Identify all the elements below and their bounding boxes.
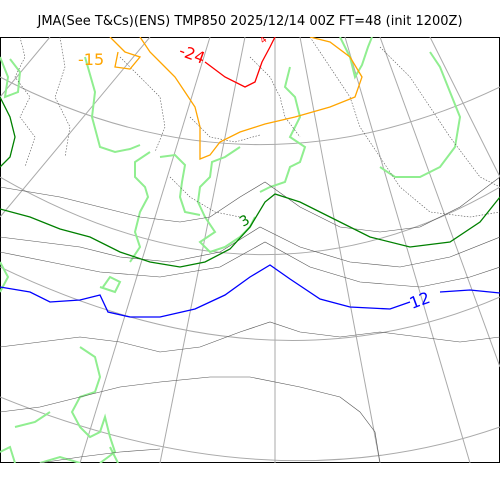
isotherms-thin [0, 176, 500, 463]
isotherm [249, 56, 301, 138]
parallel [0, 396, 500, 462]
temperature-map: 12 -15 -24 3 4 [0, 37, 500, 463]
coastline [70, 346, 117, 463]
parallel [0, 266, 500, 341]
coastline [259, 66, 307, 193]
meridian [0, 37, 151, 218]
coastline [0, 56, 22, 99]
coastline [129, 151, 151, 263]
isotherm [309, 37, 500, 218]
isotherm [379, 46, 500, 188]
isotherm [119, 56, 166, 153]
coastlines [0, 37, 462, 463]
isotherm [169, 176, 241, 218]
coastline [0, 445, 16, 463]
meridian [79, 37, 211, 463]
graticule [0, 37, 500, 463]
parallel [0, 176, 500, 255]
isotherm [39, 448, 161, 463]
meridian [344, 37, 471, 463]
isotherm [0, 226, 500, 268]
coastline [159, 153, 201, 216]
isotherm-minus15 [109, 37, 363, 160]
isotherm [14, 37, 36, 168]
coastline [109, 446, 119, 463]
coastline [84, 56, 141, 154]
coastline [39, 455, 81, 463]
isotherm [0, 176, 500, 233]
isotherm-plus12 [0, 264, 500, 318]
map-title: JMA(See T&Cs)(ENS) TMP850 2025/12/14 00Z… [37, 14, 463, 29]
coastline [379, 51, 462, 178]
isotherm-minus24 [204, 37, 276, 88]
isotherm [189, 116, 261, 143]
parallel [0, 76, 500, 145]
meridian [299, 37, 381, 463]
isotherm [0, 376, 381, 463]
coastline [14, 411, 51, 428]
isotherm-plus3 [0, 96, 500, 268]
coastline [99, 275, 122, 294]
isotherms-dashed [14, 37, 500, 218]
meridian [379, 37, 500, 368]
label-minus4: 4 [259, 37, 270, 46]
meridian [429, 37, 500, 178]
isotherm [54, 37, 71, 158]
isotherm [0, 321, 500, 353]
isotherm [0, 241, 500, 288]
label-minus15: -15 [78, 50, 104, 69]
coastline [196, 146, 256, 254]
meridian [0, 37, 51, 98]
